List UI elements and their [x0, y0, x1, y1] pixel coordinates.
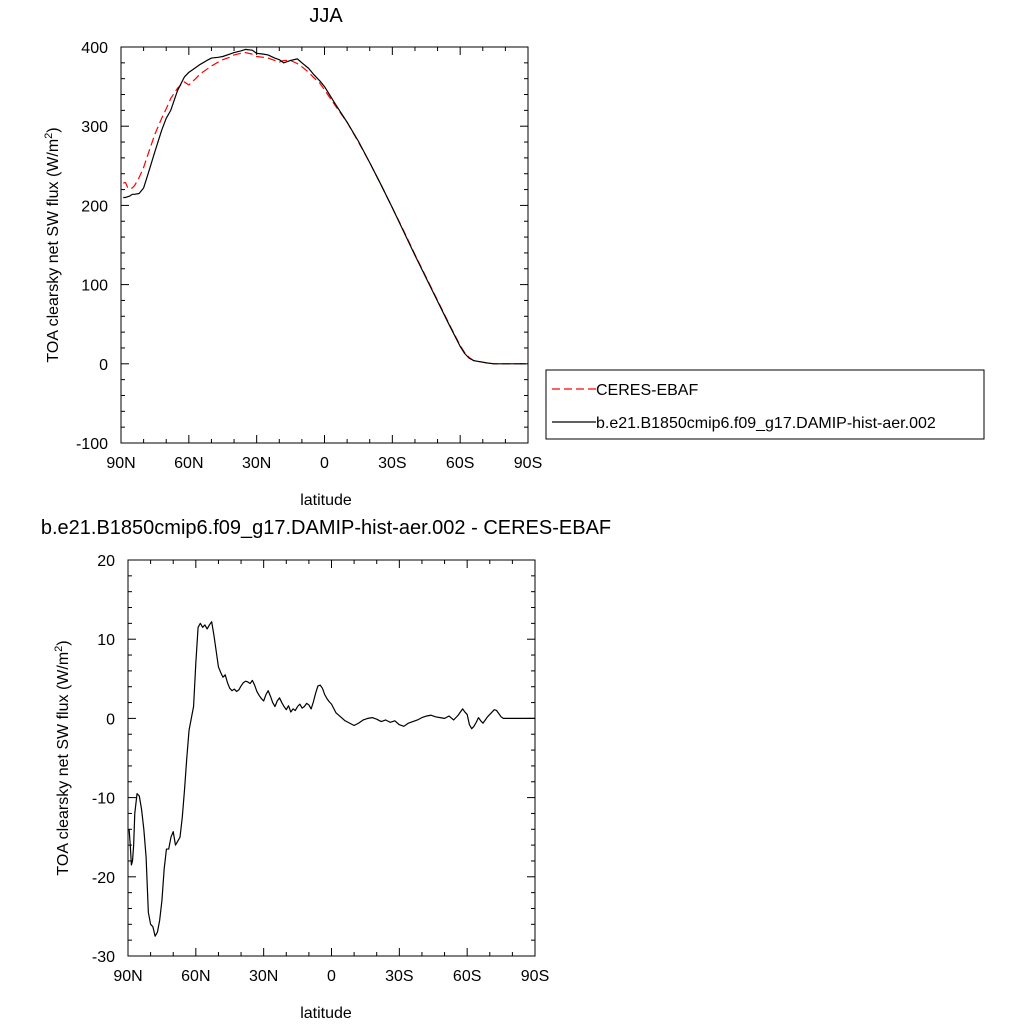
bottom-ytick-label: 10 — [97, 632, 115, 649]
legend-label-ceres: CERES-EBAF — [596, 382, 698, 399]
top-series-line-1 — [123, 48, 526, 365]
top-xtick-label: 0 — [320, 455, 329, 472]
legend-label-model: b.e21.B1850cmip6.f09_g17.DAMIP-hist-aer.… — [596, 415, 936, 432]
bottom-ytick-label: -30 — [92, 949, 115, 966]
top-ytick-label: 400 — [81, 40, 108, 57]
bottom-xtick-label: 90N — [113, 968, 142, 985]
bottom-ytick-label: -10 — [92, 791, 115, 808]
bottom-ytick-label: -20 — [92, 870, 115, 887]
bottom-ytick-label: 0 — [106, 711, 115, 728]
bottom-chart-title: b.e21.B1850cmip6.f09_g17.DAMIP-hist-aer.… — [41, 517, 611, 539]
top-series-line-0 — [123, 51, 526, 365]
bottom-xtick-label: 90S — [521, 968, 549, 985]
top-ytick-label: 100 — [81, 278, 108, 295]
top-chart-title: JJA — [309, 5, 343, 27]
bottom-xtick-label: 60S — [453, 968, 481, 985]
bottom-ytick-label: 20 — [97, 553, 115, 570]
top-ytick-label: 0 — [99, 357, 108, 374]
bottom-xtick-label: 60N — [181, 968, 210, 985]
top-chart-frame — [120, 46, 529, 444]
top-xtick-label: 90N — [106, 455, 135, 472]
bottom-chart-frame — [127, 559, 536, 957]
bottom-chart: b.e21.B1850cmip6.f09_g17.DAMIP-hist-aer.… — [41, 517, 611, 1022]
top-ytick-label: 200 — [81, 198, 108, 215]
top-chart-ylabel: TOA clearsky net SW flux (W/m2) — [43, 127, 62, 362]
top-xtick-label: 90S — [514, 455, 542, 472]
bottom-xtick-label: 30S — [385, 968, 413, 985]
top-ytick-label: -100 — [76, 436, 108, 453]
top-chart: JJA 90N 60N 30N 0 30S 60S 90S -100 0 100 200 300 40… — [43, 5, 985, 509]
bottom-series-line-0 — [128, 621, 535, 937]
top-xtick-label: 60S — [446, 455, 474, 472]
legend-box — [545, 369, 985, 440]
top-ytick-label: 300 — [81, 119, 108, 136]
top-chart-xlabel: latitude — [300, 492, 352, 509]
top-xtick-label: 30S — [378, 455, 406, 472]
top-xtick-label: 60N — [174, 455, 203, 472]
bottom-xtick-label: 30N — [249, 968, 278, 985]
top-xtick-label: 30N — [242, 455, 271, 472]
bottom-chart-ylabel: TOA clearsky net SW flux (W/m2) — [53, 640, 72, 875]
top-chart-legend: CERES-EBAF b.e21.B1850cmip6.f09_g17.DAMI… — [545, 369, 985, 440]
bottom-chart-xlabel: latitude — [300, 1005, 352, 1022]
bottom-xtick-label: 0 — [327, 968, 336, 985]
